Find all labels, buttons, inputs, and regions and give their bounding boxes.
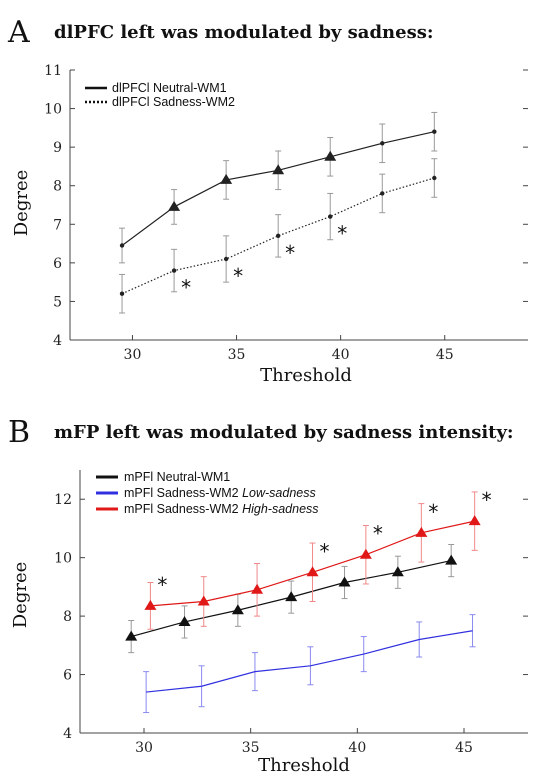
significance-star: * bbox=[233, 264, 243, 288]
legend-label-neutral: dlPFCl Neutral-WM1 bbox=[112, 81, 227, 95]
data-point bbox=[432, 175, 437, 181]
data-point-triangle bbox=[125, 630, 138, 641]
data-point bbox=[432, 129, 437, 134]
data-point-triangle bbox=[391, 566, 404, 577]
data-point-triangle bbox=[178, 615, 191, 626]
data-point-triangle bbox=[324, 150, 337, 161]
data-point-triangle bbox=[144, 599, 157, 610]
y-tick-label: 7 bbox=[53, 217, 62, 233]
panel-b-letter: B bbox=[8, 415, 30, 450]
y-tick-label: 10 bbox=[54, 551, 72, 567]
data-point-triangle bbox=[197, 595, 210, 606]
data-point-triangle bbox=[168, 200, 181, 211]
data-point bbox=[171, 268, 177, 273]
data-point-triangle bbox=[359, 548, 372, 559]
significance-star: * bbox=[337, 222, 347, 246]
data-point bbox=[275, 233, 281, 239]
significance-star: * bbox=[157, 573, 167, 597]
data-point-triangle bbox=[306, 566, 319, 577]
panel-a-title: dlPFC left was modulated by sadness: bbox=[54, 22, 434, 43]
panel-b-plot-area: * * * * * bbox=[125, 488, 492, 714]
y-tick-label: 6 bbox=[63, 668, 72, 684]
x-tick-label: 40 bbox=[348, 740, 366, 756]
data-point bbox=[119, 291, 125, 296]
panel-a-letter: A bbox=[7, 15, 30, 50]
data-point-triangle bbox=[415, 526, 428, 537]
data-point-triangle bbox=[445, 554, 458, 565]
panel-b-chart: B mFP left was modulated by sadness inte… bbox=[8, 415, 528, 776]
data-point bbox=[380, 141, 385, 146]
y-tick-label: 8 bbox=[53, 179, 62, 195]
legend-label-mpfl-high: mPFl Sadness-WM2 High-sadness bbox=[124, 502, 319, 516]
data-point-triangle bbox=[338, 576, 351, 587]
x-tick-label: 35 bbox=[242, 740, 260, 756]
x-tick-label: 35 bbox=[228, 347, 246, 363]
x-tick-label: 40 bbox=[332, 347, 350, 363]
data-point-triangle bbox=[468, 515, 481, 526]
panel-a-x-axis-label: Threshold bbox=[260, 365, 352, 386]
significance-star: * bbox=[373, 522, 383, 546]
panel-a-y-axis-label: Degree bbox=[11, 170, 32, 237]
panel-b-axes: 4 6 8 10 12 30 35 40 45 bbox=[54, 470, 528, 756]
y-tick-label: 4 bbox=[63, 726, 72, 742]
legend-label-sadness: dlPFCl Sadness-WM2 bbox=[112, 95, 235, 109]
x-tick-label: 30 bbox=[135, 740, 153, 756]
data-point bbox=[223, 256, 229, 262]
x-tick-label: 45 bbox=[436, 347, 454, 363]
y-tick-label: 10 bbox=[44, 102, 62, 118]
data-point bbox=[380, 191, 385, 196]
data-point bbox=[328, 214, 333, 219]
y-tick-label: 12 bbox=[54, 492, 72, 508]
data-point-triangle bbox=[272, 164, 285, 175]
y-tick-label: 5 bbox=[53, 294, 62, 310]
panel-a-legend: dlPFCl Neutral-WM1 dlPFCl Sadness-WM2 bbox=[85, 81, 235, 109]
significance-star: * bbox=[285, 241, 295, 265]
significance-star: * bbox=[428, 500, 438, 524]
legend-label-mpfl-neutral: mPFl Neutral-WM1 bbox=[124, 470, 230, 484]
significance-star: * bbox=[181, 276, 191, 300]
panel-b-x-axis-label: Threshold bbox=[258, 755, 350, 776]
data-point-triangle bbox=[231, 604, 244, 615]
legend-label-mpfl-low: mPFl Sadness-WM2 Low-sadness bbox=[124, 486, 316, 500]
data-point-triangle bbox=[251, 583, 264, 594]
panel-a-plot-area: * * * * bbox=[119, 111, 438, 314]
panel-b-legend: mPFl Neutral-WM1 mPFl Sadness-WM2 Low-sa… bbox=[96, 470, 319, 516]
panel-a-chart: A dlPFC left was modulated by sadness: 4… bbox=[7, 15, 528, 386]
data-point-triangle bbox=[285, 591, 298, 602]
y-tick-label: 6 bbox=[53, 256, 62, 272]
panel-b-y-axis-label: Degree bbox=[10, 562, 31, 629]
significance-star: * bbox=[320, 539, 330, 563]
y-tick-label: 4 bbox=[53, 333, 62, 349]
data-point-triangle bbox=[220, 173, 233, 184]
data-point bbox=[119, 243, 125, 248]
y-tick-label: 8 bbox=[63, 609, 72, 625]
y-tick-label: 11 bbox=[44, 63, 62, 79]
y-tick-label: 9 bbox=[53, 140, 62, 156]
series-line bbox=[146, 630, 473, 693]
panel-b-title: mFP left was modulated by sadness intens… bbox=[54, 422, 514, 443]
x-tick-label: 45 bbox=[455, 740, 473, 756]
significance-star: * bbox=[482, 488, 492, 512]
x-tick-label: 30 bbox=[124, 347, 142, 363]
